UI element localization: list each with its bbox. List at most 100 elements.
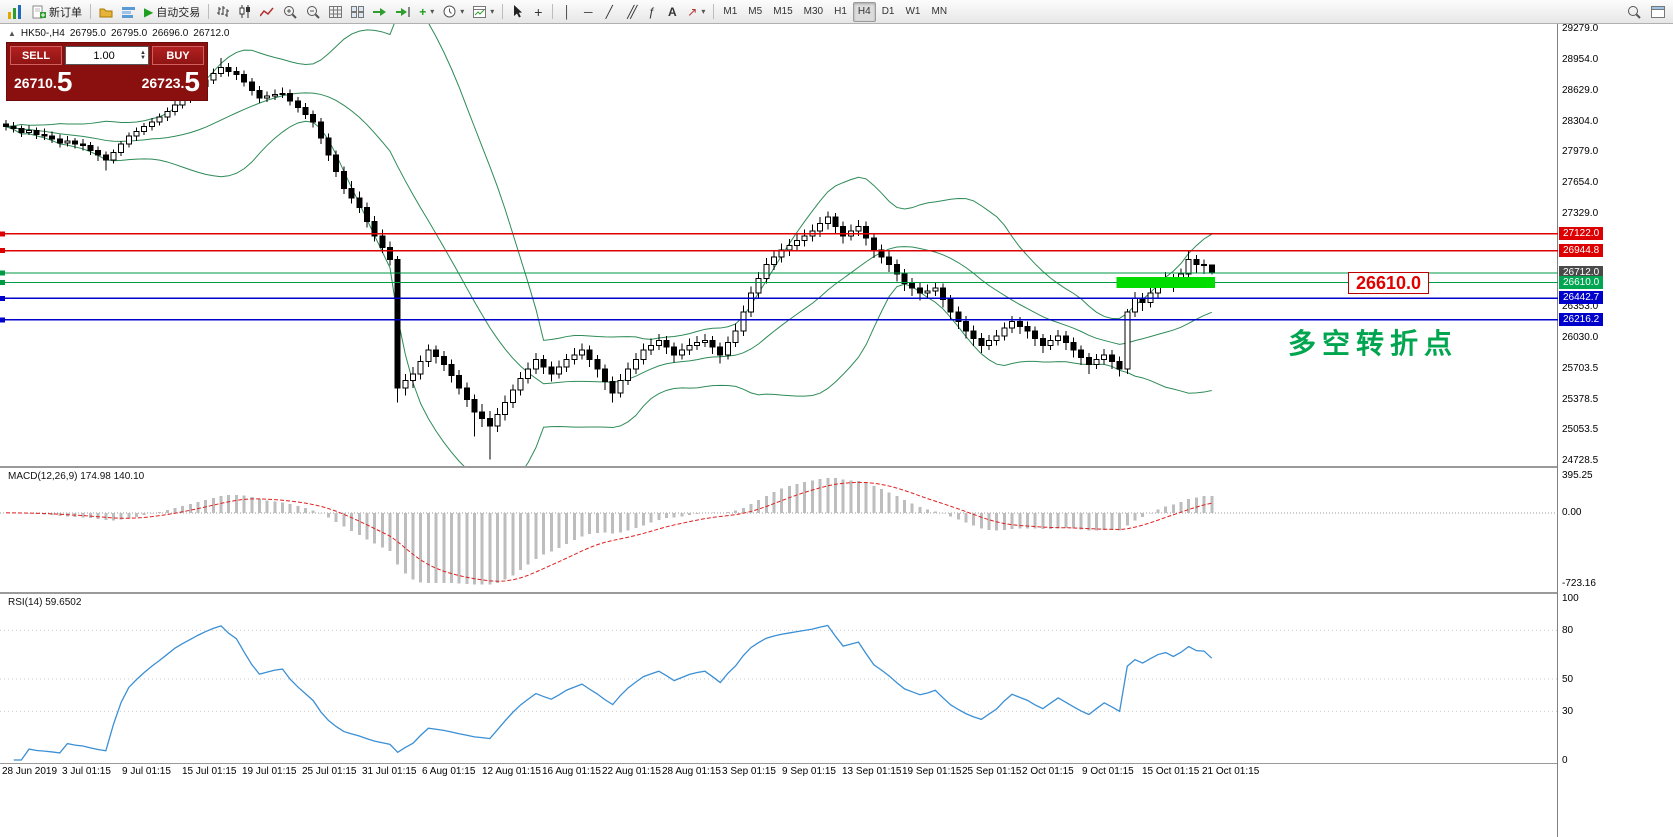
rsi-panel[interactable]: RSI(14) 59.6502 bbox=[0, 594, 1558, 764]
candle-body bbox=[963, 321, 969, 332]
rsi-canvas[interactable] bbox=[0, 594, 1558, 764]
line-chart-button[interactable] bbox=[256, 2, 278, 22]
crosshair-button[interactable]: + bbox=[528, 2, 548, 22]
candle-body bbox=[356, 197, 363, 208]
time-label: 25 Jul 01:15 bbox=[302, 766, 357, 777]
candle-body bbox=[939, 287, 946, 301]
price-callout-label[interactable]: 26610.0 bbox=[1348, 271, 1430, 294]
chart-shift-button[interactable] bbox=[392, 2, 414, 22]
hline-anchor[interactable] bbox=[0, 248, 5, 254]
price-tick: 26030.0 bbox=[1562, 331, 1599, 343]
arrows-tool-button[interactable]: ↗ ▾ bbox=[683, 2, 709, 22]
buy-button[interactable]: BUY bbox=[152, 46, 204, 65]
panel-separator[interactable] bbox=[0, 466, 1557, 468]
symbol-period-label: HK50-,H4 bbox=[20, 28, 65, 39]
candle-body bbox=[609, 380, 616, 394]
hline-anchor[interactable] bbox=[0, 295, 5, 301]
hline-anchor[interactable] bbox=[0, 317, 5, 323]
panels-button[interactable] bbox=[1647, 2, 1669, 22]
candle-body bbox=[1070, 341, 1077, 351]
macd-panel[interactable]: MACD(12,26,9) 174.98 140.10 bbox=[0, 468, 1558, 592]
main-chart-canvas[interactable] bbox=[0, 6, 1558, 492]
timeframe-m30[interactable]: M30 bbox=[803, 6, 824, 17]
timeframe-h4[interactable]: H4 bbox=[852, 1, 876, 22]
zoom-in-button[interactable] bbox=[279, 2, 301, 22]
volume-spinner[interactable]: ▲ ▼ bbox=[140, 49, 146, 61]
bollinger-lower bbox=[5, 120, 1212, 492]
candle-body bbox=[924, 290, 931, 294]
price-axis[interactable]: 29279.0 28954.0 28629.0 28304.0 27979.0 27654… bbox=[1558, 24, 1673, 837]
candle-body bbox=[425, 349, 432, 362]
main-chart[interactable]: ▲ HK50-,H4 26795.0 26795.0 26696.0 26712… bbox=[0, 6, 1558, 492]
candle-body bbox=[517, 378, 524, 391]
timeframe-m1[interactable]: M1 bbox=[723, 6, 738, 17]
new-order-button[interactable]: 新订单 bbox=[28, 2, 86, 22]
candle-body bbox=[955, 311, 962, 323]
macd-canvas[interactable] bbox=[0, 468, 1558, 592]
time-label: 22 Aug 01:15 bbox=[602, 766, 661, 777]
grid-icon bbox=[329, 5, 343, 18]
timeframe-h1[interactable]: H1 bbox=[834, 6, 847, 17]
vertical-line-button[interactable]: │ bbox=[557, 2, 577, 22]
candlestick-chart-button[interactable] bbox=[235, 2, 255, 22]
text-tool-button[interactable]: A bbox=[662, 2, 682, 22]
auto-trading-label: 自动交易 bbox=[156, 6, 201, 19]
time-axis[interactable]: 28 Jun 2019 3 Jul 01:15 9 Jul 01:15 15 Jul … bbox=[0, 764, 1557, 780]
hline-anchor[interactable] bbox=[0, 280, 5, 286]
time-label: 25 Sep 01:15 bbox=[962, 766, 1022, 777]
candle-body bbox=[95, 149, 102, 156]
candle-body bbox=[363, 206, 370, 223]
fibonacci-button[interactable]: ƒ bbox=[641, 2, 661, 22]
search-button[interactable] bbox=[1623, 2, 1645, 22]
market-watch-button[interactable] bbox=[118, 2, 139, 22]
timeframe-m15[interactable]: M15 bbox=[773, 6, 793, 17]
timeframe-mn[interactable]: MN bbox=[931, 6, 948, 17]
candle-body bbox=[724, 341, 731, 356]
periods-button[interactable]: ▾ bbox=[439, 2, 468, 22]
candle-body bbox=[947, 299, 954, 313]
tile-windows-button[interactable] bbox=[347, 2, 368, 22]
templates-button[interactable]: ▾ bbox=[469, 2, 498, 22]
chevron-down-icon: ▾ bbox=[490, 7, 495, 16]
hline-anchor[interactable] bbox=[0, 270, 5, 276]
auto-trading-button[interactable]: ▶ 自动交易 bbox=[140, 2, 204, 22]
candle-body bbox=[156, 116, 163, 123]
candle-body bbox=[932, 287, 939, 292]
price-badge-26216.2: 26216.2 bbox=[1559, 312, 1604, 326]
buy-price-main: 26723. bbox=[141, 75, 185, 91]
time-label: 15 Jul 01:15 bbox=[182, 766, 237, 777]
price-badge-26442.7: 26442.7 bbox=[1559, 291, 1604, 305]
panel-separator[interactable] bbox=[0, 592, 1557, 594]
auto-scroll-button[interactable] bbox=[369, 2, 391, 22]
candle-body bbox=[463, 387, 470, 400]
timeframe-d1[interactable]: D1 bbox=[881, 6, 895, 17]
candle-body bbox=[479, 411, 486, 419]
support-highlight-bar[interactable] bbox=[1116, 277, 1215, 289]
candle-body bbox=[1108, 354, 1115, 362]
bar-chart-button[interactable] bbox=[213, 2, 234, 22]
timeframe-m5[interactable]: M5 bbox=[748, 6, 763, 17]
zoom-out-button[interactable] bbox=[302, 2, 324, 22]
turning-point-annotation[interactable]: 多空转折点 bbox=[1288, 328, 1459, 359]
profiles-button[interactable] bbox=[95, 2, 117, 22]
candle-body bbox=[486, 417, 493, 427]
trendline-button[interactable]: ╱ bbox=[599, 2, 619, 22]
sell-button[interactable]: SELL bbox=[10, 46, 62, 65]
spinner-down-icon[interactable]: ▼ bbox=[140, 54, 146, 61]
hline-anchor[interactable] bbox=[0, 231, 5, 237]
macd-axis-label: 0.00 bbox=[1562, 506, 1582, 518]
cursor-button[interactable] bbox=[507, 2, 527, 22]
candle-body bbox=[1093, 359, 1100, 365]
chevron-down-icon: ▾ bbox=[430, 7, 435, 16]
indicators-button[interactable]: + ▾ bbox=[415, 2, 438, 22]
candle-body bbox=[901, 273, 908, 284]
timeframe-w1[interactable]: W1 bbox=[905, 6, 921, 17]
spinner-up-icon[interactable]: ▲ bbox=[140, 49, 146, 56]
candle-body bbox=[993, 335, 1000, 342]
market-watch-icon bbox=[122, 6, 135, 18]
volume-input[interactable]: 1.00 ▲ ▼ bbox=[65, 46, 149, 65]
collapse-icon[interactable]: ▲ bbox=[8, 29, 16, 38]
channel-button[interactable]: ╱╱ bbox=[620, 2, 640, 22]
grid-button[interactable] bbox=[325, 2, 346, 22]
horizontal-line-button[interactable]: ─ bbox=[578, 2, 598, 22]
